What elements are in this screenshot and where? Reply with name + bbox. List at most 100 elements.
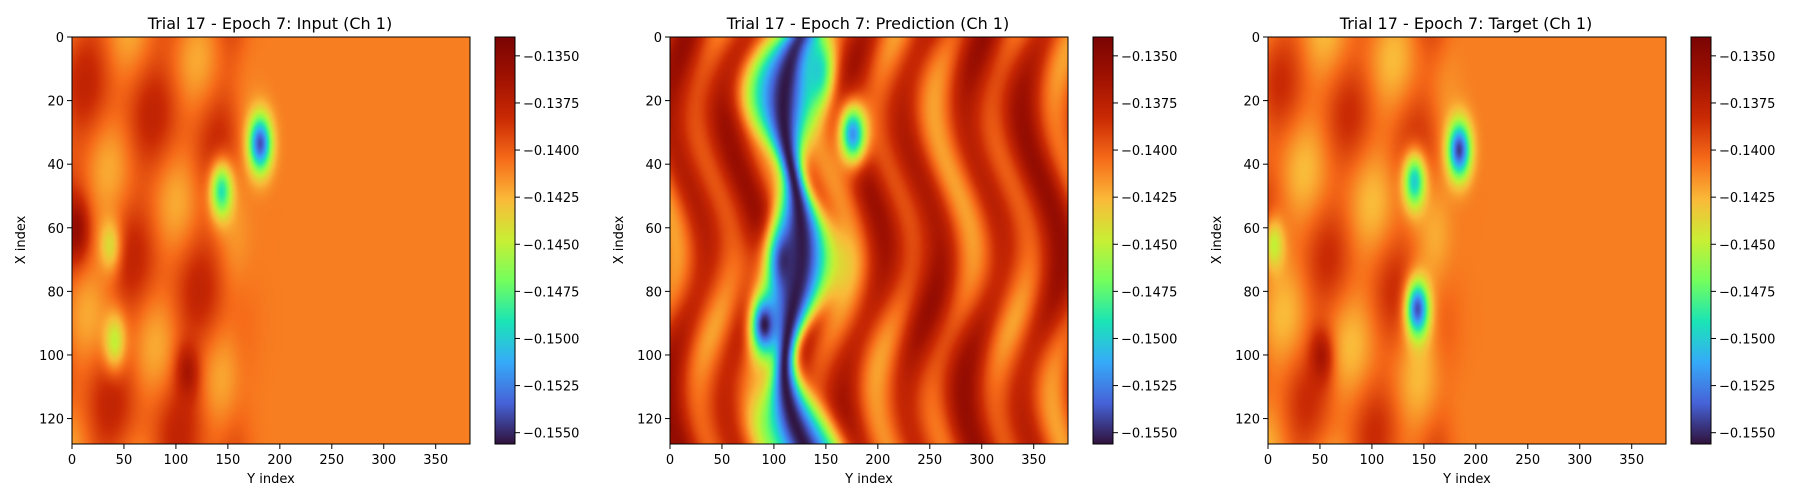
x-tick-label: 250 [319,453,344,468]
colorbar-tick-label: −0.1350 [1121,50,1177,65]
colorbar-target [1690,36,1712,445]
y-tick-label: 40 [47,158,64,173]
y-ticks-input: 0 20 40 60 80 100 120 [39,31,72,428]
x-tick-label: 200 [865,453,890,468]
colorbar-tick-label: −0.1350 [523,50,579,65]
colorbar-tick-label: −0.1375 [523,97,579,112]
colorbar-ticks-prediction: −0.1350 −0.1375 −0.1400 −0.1425 −0.1450 −0.14… [1113,50,1177,442]
x-tick-label: 150 [1411,453,1436,468]
y-tick-label: 40 [1243,158,1260,173]
y-tick-label: 100 [637,349,662,364]
y-tick-label: 0 [654,31,662,46]
colorbar-tick-label: −0.1400 [523,144,579,159]
x-tick-label: 350 [1021,453,1046,468]
x-tick-label: 0 [1264,453,1272,468]
axes-frame-input [71,36,471,445]
colorbar-tick-label: −0.1475 [1719,285,1775,300]
colorbar-tick-label: −0.1550 [523,427,579,442]
x-tick-label: 200 [267,453,292,468]
colorbar-tick-label: −0.1350 [1719,50,1775,65]
y-tick-label: 80 [1243,285,1260,300]
y-ticks-target: 0 20 40 60 80 100 120 [1235,31,1268,428]
chart-title-prediction: Trial 17 - Epoch 7: Prediction (Ch 1) [726,14,1009,33]
heatmap-image-target [1268,37,1666,444]
x-tick-label: 250 [917,453,942,468]
y-tick-label: 40 [645,158,662,173]
x-ticks-target: 0 50 100 150 200 250 300 350 [1264,444,1644,468]
y-tick-label: 0 [56,31,64,46]
x-axis-label-prediction: Y index [844,472,893,487]
colorbar-tick-label: −0.1375 [1121,97,1177,112]
y-tick-label: 120 [637,413,662,428]
x-ticks-prediction: 0 50 100 150 200 250 300 350 [666,444,1046,468]
y-tick-label: 20 [47,95,64,110]
colorbar-tick-label: −0.1500 [1719,332,1775,347]
colorbar-tick-label: −0.1450 [523,238,579,253]
y-tick-label: 20 [645,95,662,110]
x-tick-label: 300 [969,453,994,468]
colorbar-tick-label: −0.1475 [523,285,579,300]
x-tick-label: 150 [813,453,838,468]
colorbar-tick-label: −0.1450 [1121,238,1177,253]
colorbar-tick-label: −0.1500 [1121,332,1177,347]
colorbar-tick-label: −0.1425 [1121,191,1177,206]
colorbar-tick-label: −0.1475 [1121,285,1177,300]
colorbar-ticks-input: −0.1350 −0.1375 −0.1400 −0.1425 −0.1450 −0.14… [515,50,579,442]
x-tick-label: 0 [666,453,674,468]
colorbar-ticks-target: −0.1350 −0.1375 −0.1400 −0.1425 −0.1450 −0.14… [1711,50,1775,442]
x-tick-label: 350 [1619,453,1644,468]
y-tick-label: 100 [1235,349,1260,364]
colorbar-tick-label: −0.1550 [1121,427,1177,442]
y-ticks-prediction: 0 20 40 60 80 100 120 [637,31,670,428]
x-tick-label: 300 [1567,453,1592,468]
x-tick-label: 350 [423,453,448,468]
colorbar-prediction [1092,36,1114,445]
colorbar-tick-label: −0.1525 [1719,380,1775,395]
x-tick-label: 150 [215,453,240,468]
y-tick-label: 120 [39,413,64,428]
y-tick-label: 120 [1235,413,1260,428]
x-tick-label: 200 [1463,453,1488,468]
heatmap-image-input [72,37,470,444]
x-tick-label: 50 [714,453,731,468]
heatmap-image-prediction [670,37,1068,444]
panel-target: Trial 17 - Epoch 7: Target (Ch 1) 0 50 100… [1210,14,1775,487]
panel-input: Trial 17 - Epoch 7: Input (Ch 1) 0 50 100 1… [14,14,579,487]
y-tick-label: 60 [47,222,64,237]
y-axis-label-target: X index [1210,215,1225,264]
colorbar-tick-label: −0.1525 [1121,380,1177,395]
colorbar-tick-label: −0.1500 [523,332,579,347]
x-axis-label-input: Y index [246,472,295,487]
colorbar-tick-label: −0.1425 [1719,191,1775,206]
axes-frame-prediction [669,36,1069,445]
x-ticks-input: 0 50 100 150 200 250 300 350 [68,444,448,468]
y-axis-label-prediction: X index [612,215,627,264]
y-tick-label: 60 [1243,222,1260,237]
y-tick-label: 20 [1243,95,1260,110]
x-tick-label: 100 [1360,453,1385,468]
axes-frame-target [1267,36,1667,445]
y-tick-label: 60 [645,222,662,237]
chart-title-target: Trial 17 - Epoch 7: Target (Ch 1) [1339,14,1592,33]
colorbar-tick-label: −0.1525 [523,380,579,395]
chart-title-input: Trial 17 - Epoch 7: Input (Ch 1) [147,14,392,33]
x-tick-label: 100 [762,453,787,468]
colorbar-tick-label: −0.1375 [1719,97,1775,112]
y-tick-label: 100 [39,349,64,364]
colorbar-input [494,36,516,445]
colorbar-tick-label: −0.1450 [1719,238,1775,253]
x-tick-label: 0 [68,453,76,468]
x-axis-label-target: Y index [1442,472,1491,487]
colorbar-tick-label: −0.1425 [523,191,579,206]
x-tick-label: 50 [116,453,133,468]
x-tick-label: 250 [1515,453,1540,468]
x-tick-label: 100 [164,453,189,468]
y-tick-label: 80 [645,285,662,300]
colorbar-tick-label: −0.1550 [1719,427,1775,442]
y-tick-label: 0 [1252,31,1260,46]
y-tick-label: 80 [47,285,64,300]
y-axis-label-input: X index [14,215,29,264]
x-tick-label: 300 [371,453,396,468]
colorbar-tick-label: −0.1400 [1121,144,1177,159]
